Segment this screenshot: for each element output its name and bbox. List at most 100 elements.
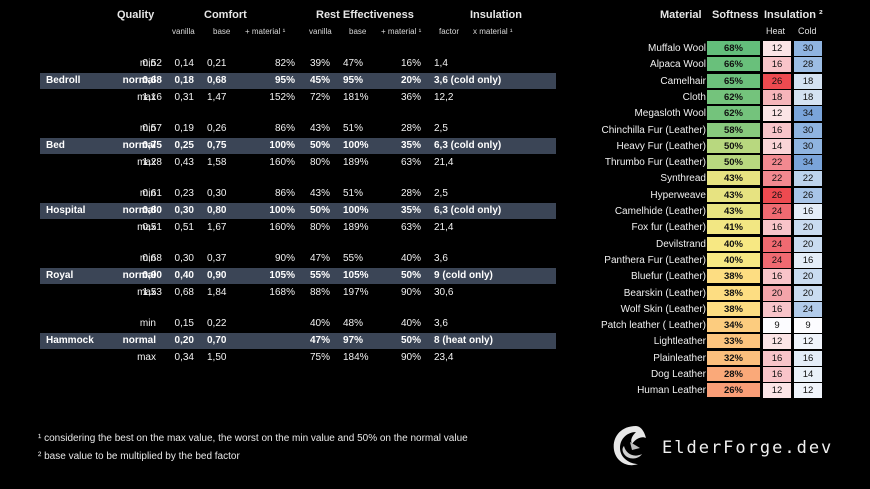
material-heat: 12 bbox=[763, 334, 791, 350]
rest-material-cell: 47% bbox=[343, 58, 364, 69]
rest-base-cell: 55% bbox=[309, 270, 330, 281]
material-name: Chinchilla Fur (Leather) bbox=[601, 124, 707, 136]
dragon-swirl-icon bbox=[613, 426, 646, 466]
comfort-material-cell: 1,67 bbox=[207, 222, 227, 233]
material-heat: 16 bbox=[763, 350, 791, 366]
insulation-factor-cell: 40% bbox=[400, 318, 421, 329]
insulation-material-cell: 2,5 bbox=[434, 188, 448, 199]
comfort-base-cell: 0,23 bbox=[174, 188, 194, 199]
material-softness: 26% bbox=[707, 383, 760, 399]
material-heat: 16 bbox=[763, 301, 791, 317]
material-cold: 26 bbox=[794, 187, 822, 203]
header-material: Material bbox=[660, 9, 702, 21]
material-heat: 9 bbox=[763, 318, 791, 334]
comfort-material-cell: 1,58 bbox=[207, 157, 227, 168]
rest-base-cell: 50% bbox=[309, 140, 330, 151]
material-name: Bearskin (Leather) bbox=[623, 287, 706, 299]
material-row: Fox fur (Leather) 41% 16 20 bbox=[590, 220, 830, 236]
quality-cell: max bbox=[137, 92, 156, 103]
quality-cell: min bbox=[139, 123, 156, 134]
rest-material-cell: 197% bbox=[343, 287, 369, 298]
subheader-rest-material: + material ¹ bbox=[381, 27, 422, 36]
material-row: Devilstrand 40% 24 20 bbox=[590, 236, 830, 253]
insulation-material-cell: 30,6 bbox=[434, 287, 454, 298]
insulation-material-cell: 3,6 (cold only) bbox=[434, 75, 502, 86]
comfort-vanilla-cell: 0,68 bbox=[142, 75, 162, 86]
bed-row: Bed normal 0,75 0,25 0,75 100% 50% 100% 35% 6,3 (… bbox=[40, 138, 556, 154]
rest-base-cell: 88% bbox=[309, 287, 330, 298]
material-softness: 38% bbox=[707, 285, 760, 301]
comfort-material-cell: 0,75 bbox=[207, 140, 227, 151]
logo-text: ElderForge.dev bbox=[662, 438, 834, 458]
material-heat: 26 bbox=[763, 73, 791, 89]
material-name: Heavy Fur (Leather) bbox=[616, 140, 706, 152]
comfort-base-cell: 0,25 bbox=[174, 140, 194, 151]
rest-material-cell: 51% bbox=[343, 123, 364, 134]
comfort-material-cell: 1,84 bbox=[207, 287, 227, 298]
material-row: Megasloth Wool 62% 12 34 bbox=[590, 106, 830, 122]
comfort-material-cell: 1,50 bbox=[207, 352, 227, 363]
bed-row: max 1,16 0,31 1,47 152% 72% 181% 36% 12,2 bbox=[40, 90, 556, 106]
material-row: Muffalo Wool 68% 12 30 bbox=[590, 41, 830, 57]
insulation-material-cell: 6,3 (cold only) bbox=[434, 140, 502, 151]
insulation-material-cell: 12,2 bbox=[434, 92, 454, 103]
rest-material-cell: 189% bbox=[343, 157, 369, 168]
insulation-material-cell: 8 (heat only) bbox=[434, 335, 493, 346]
material-name: Devilstrand bbox=[655, 238, 706, 250]
material-cold: 18 bbox=[794, 89, 822, 105]
material-row: Chinchilla Fur (Leather) 58% 16 30 bbox=[590, 122, 830, 139]
material-cold: 20 bbox=[794, 236, 822, 252]
material-name: Camelhair bbox=[660, 75, 706, 87]
bed-row: max 1,28 0,43 1,58 160% 80% 189% 63% 21,4 bbox=[40, 155, 556, 171]
rest-material-cell: 55% bbox=[343, 253, 364, 264]
comfort-vanilla-cell: 1,16 bbox=[142, 92, 162, 103]
rest-vanilla-cell: 100% bbox=[269, 205, 295, 216]
material-cold: 9 bbox=[794, 318, 822, 334]
header-material-insulation: Insulation ² bbox=[764, 9, 823, 21]
material-heat: 12 bbox=[763, 41, 791, 56]
quality-cell: min bbox=[139, 188, 156, 199]
comfort-base-cell: 0,20 bbox=[174, 335, 194, 346]
rest-base-cell: 75% bbox=[309, 352, 330, 363]
material-heat: 12 bbox=[763, 106, 791, 122]
material-cold: 12 bbox=[794, 383, 822, 399]
material-row: Synthread 43% 22 22 bbox=[590, 171, 830, 187]
quality-cell: max bbox=[137, 352, 156, 363]
rest-material-cell: 181% bbox=[343, 92, 369, 103]
material-softness: 66% bbox=[707, 57, 760, 73]
material-cold: 30 bbox=[794, 41, 822, 56]
comfort-vanilla-cell: 0,51 bbox=[142, 222, 162, 233]
material-name: Lightleather bbox=[653, 336, 706, 348]
quality-cell: normal bbox=[122, 335, 156, 346]
rest-vanilla-cell: 100% bbox=[269, 140, 295, 151]
material-softness: 38% bbox=[707, 301, 760, 317]
material-heat: 22 bbox=[763, 155, 791, 171]
bed-row: min 0,61 0,23 0,30 86% 43% 51% 28% 2,5 bbox=[40, 186, 556, 202]
material-heat: 16 bbox=[763, 269, 791, 285]
rest-vanilla-cell: 168% bbox=[269, 287, 295, 298]
rest-material-cell: 48% bbox=[343, 318, 364, 329]
insulation-material-cell: 1,4 bbox=[434, 58, 448, 69]
rest-base-cell: 47% bbox=[309, 335, 330, 346]
comfort-base-cell: 0,43 bbox=[174, 157, 194, 168]
material-softness: 40% bbox=[707, 252, 760, 268]
subheader-comfort-material: + material ¹ bbox=[245, 27, 286, 36]
header-softness: Softness bbox=[712, 9, 759, 21]
material-table: Material Softness Insulation ² Heat Cold… bbox=[590, 0, 830, 410]
comfort-vanilla-cell: 0,57 bbox=[142, 123, 162, 134]
material-cold: 16 bbox=[794, 252, 822, 268]
rest-base-cell: 39% bbox=[309, 58, 330, 69]
material-cold: 30 bbox=[794, 138, 822, 154]
material-heat: 16 bbox=[763, 57, 791, 73]
bed-row: Hospital normal 0,80 0,30 0,80 100% 50% 100% 35%… bbox=[40, 203, 556, 219]
material-heat: 22 bbox=[763, 171, 791, 187]
material-cold: 28 bbox=[794, 57, 822, 73]
comfort-vanilla-cell: 0,68 bbox=[142, 253, 162, 264]
bed-name: Hammock bbox=[46, 335, 94, 346]
material-softness: 68% bbox=[707, 41, 760, 56]
rest-base-cell: 43% bbox=[309, 123, 330, 134]
bed-row: max 0,51 0,51 1,67 160% 80% 189% 63% 21,4 bbox=[40, 220, 556, 236]
bed-name: Bedroll bbox=[46, 75, 81, 86]
comfort-material-cell: 0,21 bbox=[207, 58, 227, 69]
insulation-factor-cell: 16% bbox=[400, 58, 421, 69]
